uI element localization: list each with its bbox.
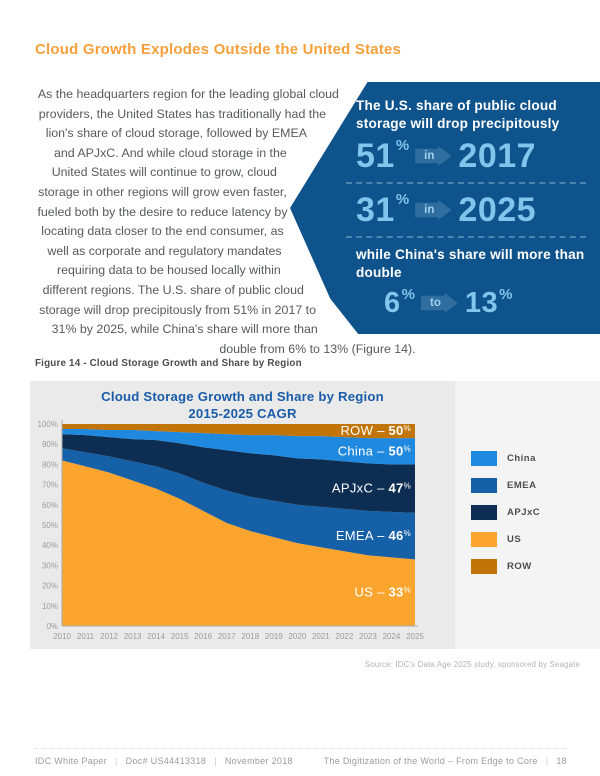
chart-section: Cloud Storage Growth and Share by Region…: [30, 381, 600, 649]
arrow-tag-icon: in: [415, 200, 452, 220]
callout-value-13: 13: [464, 287, 499, 319]
x-axis-label: 2025: [406, 632, 424, 641]
arrow-tag-icon: in: [415, 146, 452, 166]
legend-item-us: US: [455, 526, 600, 553]
footer-text: November 2018: [224, 756, 293, 766]
footer-text: Doc# US44413318: [125, 756, 207, 766]
legend-swatch-china: [471, 451, 497, 466]
x-axis-label: 2012: [100, 632, 118, 641]
y-tick-label: 10%: [42, 602, 58, 611]
chart-title-line2: 2015-2025 CAGR: [188, 406, 297, 421]
y-tick-label: 60%: [42, 501, 58, 510]
area-emea: [62, 448, 415, 560]
x-axis-label: 2014: [147, 632, 165, 641]
y-tick-label: 20%: [42, 582, 58, 591]
callout-content: The U.S. share of public cloud storage w…: [346, 97, 586, 321]
chart-title: Cloud Storage Growth and Share by Region…: [30, 388, 455, 422]
legend-label: China: [507, 453, 536, 464]
callout-row-2017: 51% in 2017: [356, 136, 586, 176]
area-label-emea: EMEA – 46%: [336, 528, 411, 543]
callout-value-6: 6: [384, 287, 401, 319]
area-us: [62, 460, 415, 626]
x-axis-label: 2010: [53, 632, 71, 641]
legend-swatch-emea: [471, 478, 497, 493]
legend-item-apjxc: APJxC: [455, 499, 600, 526]
percent-sign: %: [395, 191, 410, 208]
footer-text: 18: [556, 756, 567, 766]
callout-row-china: 6% to 13%: [384, 285, 586, 321]
x-axis-label: 2015: [171, 632, 189, 641]
arrow-tag-icon: to: [420, 293, 458, 313]
legend-swatch-us: [471, 532, 497, 547]
page-title: Cloud Growth Explodes Outside the United…: [35, 41, 402, 58]
dashed-divider: [346, 182, 586, 184]
callout-banner: The U.S. share of public cloud storage w…: [290, 82, 600, 334]
source-note: Source: IDC's Data Age 2025 study, spons…: [364, 660, 580, 669]
legend-label: US: [507, 534, 522, 545]
x-axis-label: 2020: [288, 632, 306, 641]
y-tick-label: 70%: [42, 481, 58, 490]
y-tick-label: 30%: [42, 561, 58, 570]
y-tick-label: 0%: [46, 622, 58, 631]
stacked-area-chart: 0% 10% 20% 30% 40% 50% 60% 70% 80% 90% 100% 2010 201…: [38, 420, 424, 641]
chart-panel: Cloud Storage Growth and Share by Region…: [30, 381, 455, 649]
area-apjxc: [62, 434, 415, 513]
area-label-row: ROW – 50%: [340, 423, 411, 438]
legend-item-china: China: [455, 445, 600, 472]
callout-heading: The U.S. share of public cloud storage w…: [356, 98, 560, 131]
x-axis-label: 2017: [218, 632, 236, 641]
footer-right: The Digitization of the World – From Edg…: [324, 756, 567, 766]
figure-caption: Figure 14 - Cloud Storage Growth and Sha…: [35, 358, 302, 369]
legend-item-emea: EMEA: [455, 472, 600, 499]
chart-legend: China EMEA APJxC US ROW: [455, 381, 600, 649]
callout-value-31: 31: [356, 191, 395, 229]
x-axis-label: 2018: [241, 632, 259, 641]
chart-title-line1: Cloud Storage Growth and Share by Region: [101, 389, 384, 404]
body-paragraph: As the headquarters region for the leadi…: [37, 87, 416, 356]
footer-text: The Digitization of the World – From Edg…: [323, 756, 538, 766]
callout-year-2017: 2017: [458, 137, 537, 175]
percent-sign: %: [395, 137, 410, 154]
x-axis-label: 2013: [124, 632, 142, 641]
x-axis-label: 2016: [194, 632, 212, 641]
legend-swatch-row: [471, 559, 497, 574]
y-tick-label: 100%: [38, 420, 58, 429]
intro-section: The U.S. share of public cloud storage w…: [0, 82, 600, 356]
area-label-apjxc: APJxC – 47%: [332, 481, 411, 496]
callout-year-2025: 2025: [458, 191, 537, 229]
percent-sign: %: [401, 286, 415, 303]
percent-sign: %: [499, 286, 513, 303]
area-row: [62, 424, 415, 439]
legend-label: EMEA: [507, 480, 537, 491]
legend-label: APJxC: [507, 507, 541, 518]
y-tick-label: 90%: [42, 440, 58, 449]
legend-label: ROW: [507, 561, 532, 572]
footer-left: IDC White Paper | Doc# US44413318 | November…: [35, 756, 293, 766]
footer-separator: |: [545, 756, 549, 766]
y-tick-label: 50%: [42, 521, 58, 530]
footer-separator: |: [214, 756, 217, 766]
dashed-divider: [346, 236, 586, 238]
callout-value-51: 51: [356, 137, 395, 175]
x-axis-label: 2023: [359, 632, 377, 641]
x-axis-label: 2021: [312, 632, 330, 641]
page-footer: IDC White Paper | Doc# US44413318 | November…: [35, 748, 567, 766]
x-axis-label: 2011: [77, 632, 95, 641]
area-label-us: US – 33%: [355, 585, 412, 600]
footer-text: IDC White Paper: [35, 756, 108, 766]
legend-item-row: ROW: [455, 553, 600, 580]
area-china: [62, 429, 415, 465]
y-tick-label: 40%: [42, 541, 58, 550]
x-axis-label: 2019: [265, 632, 283, 641]
area-label-china: China – 50%: [338, 443, 411, 458]
callout-subheading: while China's share will more than doubl…: [356, 247, 585, 280]
y-tick-label: 80%: [42, 460, 58, 469]
callout-row-2025: 31% in 2025: [356, 190, 586, 230]
legend-swatch-apjxc: [471, 505, 497, 520]
footer-separator: |: [115, 756, 118, 766]
x-axis-label: 2022: [336, 632, 354, 641]
x-axis-label: 2024: [383, 632, 401, 641]
